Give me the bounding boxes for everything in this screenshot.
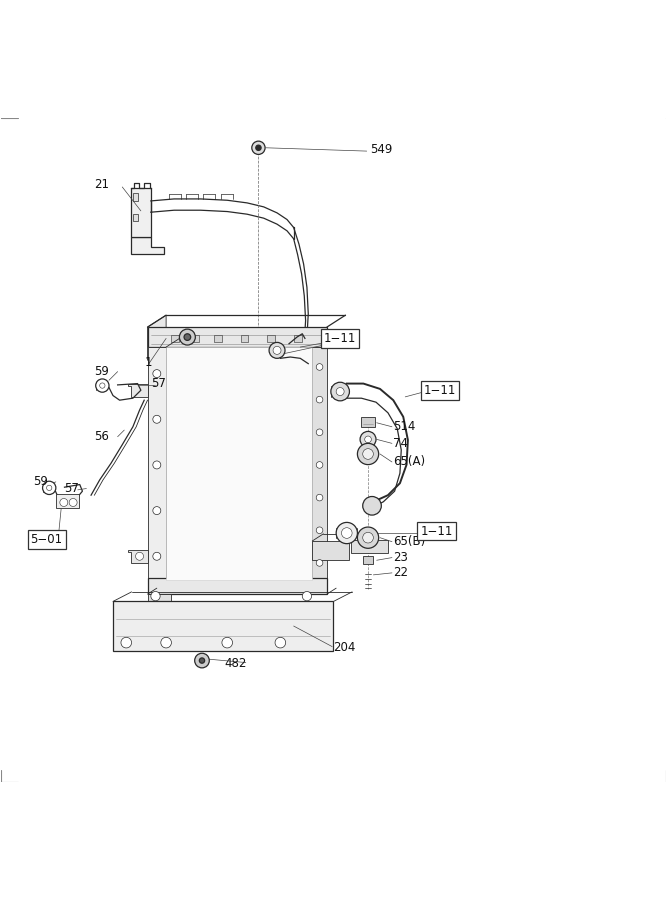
Bar [147,347,166,580]
Circle shape [69,499,77,507]
Text: 65(A): 65(A) [394,455,426,469]
Text: 1−11: 1−11 [424,383,456,397]
Bar [214,335,222,342]
Bar [133,193,138,201]
Circle shape [199,658,205,663]
Bar [241,335,249,342]
Circle shape [222,637,233,648]
Circle shape [179,329,195,345]
Polygon shape [127,550,147,562]
Bar [312,347,327,580]
Circle shape [365,436,372,443]
Circle shape [184,334,191,340]
Polygon shape [147,315,166,360]
Bar [361,418,376,427]
Text: 74: 74 [394,436,408,450]
Circle shape [316,494,323,501]
Bar [267,335,275,342]
Circle shape [161,637,171,648]
Text: 57: 57 [151,377,165,390]
Circle shape [255,145,261,150]
Circle shape [275,637,285,648]
Circle shape [316,526,323,534]
Bar [288,379,300,395]
Circle shape [153,370,161,378]
Circle shape [336,388,344,395]
Text: 549: 549 [370,142,392,156]
Circle shape [99,382,105,388]
Text: 22: 22 [394,566,408,580]
Bar [147,594,171,604]
Circle shape [363,533,374,543]
Bar [191,335,199,342]
Bar [166,347,312,580]
Text: 59: 59 [94,365,109,378]
Circle shape [316,364,323,370]
Circle shape [331,382,350,400]
Circle shape [151,591,160,601]
Circle shape [43,482,56,494]
Circle shape [95,379,109,392]
Circle shape [363,497,382,515]
Circle shape [360,431,376,447]
Circle shape [363,449,374,459]
Text: 514: 514 [394,420,416,433]
Circle shape [302,591,311,601]
Circle shape [316,560,323,566]
Text: 57: 57 [65,482,79,495]
Circle shape [252,141,265,155]
Circle shape [316,462,323,468]
Polygon shape [127,383,147,397]
Circle shape [47,485,52,490]
Text: 482: 482 [224,657,246,670]
Circle shape [358,527,379,548]
Bar [56,494,79,508]
Circle shape [269,342,285,358]
Circle shape [153,415,161,423]
Bar [147,578,327,594]
Circle shape [195,653,209,668]
Circle shape [135,553,143,561]
Circle shape [60,499,68,507]
Circle shape [153,507,161,515]
Circle shape [342,527,352,538]
Text: 21: 21 [94,178,109,191]
Bar [131,187,151,238]
Text: 56: 56 [94,430,109,443]
Bar [133,214,138,220]
Text: 23: 23 [394,551,408,564]
Circle shape [153,553,161,561]
Circle shape [358,444,379,464]
Text: 5−01: 5−01 [31,533,63,546]
Text: 204: 204 [334,642,356,654]
Bar [113,601,334,651]
Text: 1: 1 [144,356,151,369]
Circle shape [273,346,281,355]
Text: 1−11: 1−11 [324,332,356,345]
Bar [147,327,327,347]
Bar [363,556,374,564]
Circle shape [336,522,358,544]
Bar [352,540,388,553]
Circle shape [153,461,161,469]
Text: 59: 59 [33,475,48,489]
Polygon shape [131,238,164,254]
Circle shape [316,396,323,403]
Bar [293,335,301,342]
Circle shape [316,429,323,436]
Bar [312,541,349,560]
Text: 65(B): 65(B) [394,536,426,548]
Circle shape [121,637,131,648]
Text: 1−11: 1−11 [420,525,453,537]
Bar [171,335,179,342]
